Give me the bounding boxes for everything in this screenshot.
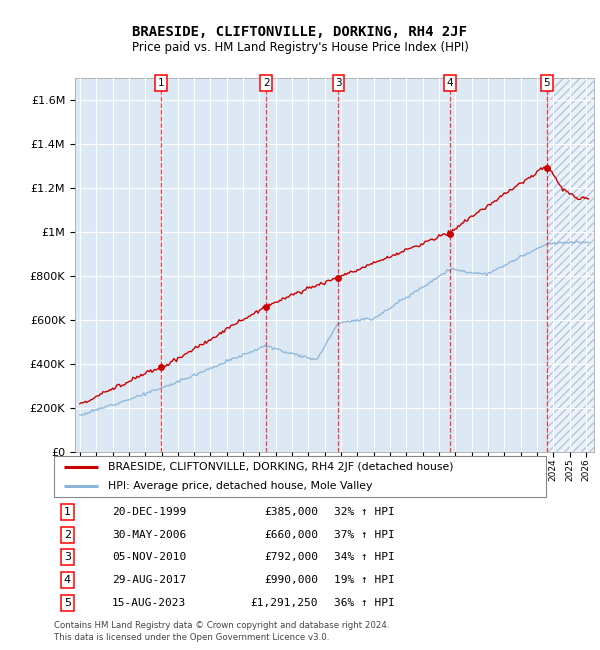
Text: 5: 5 bbox=[544, 78, 550, 88]
Text: 4: 4 bbox=[64, 575, 71, 585]
Text: 05-NOV-2010: 05-NOV-2010 bbox=[112, 552, 187, 562]
Text: Price paid vs. HM Land Registry's House Price Index (HPI): Price paid vs. HM Land Registry's House … bbox=[131, 41, 469, 54]
Text: BRAESIDE, CLIFTONVILLE, DORKING, RH4 2JF: BRAESIDE, CLIFTONVILLE, DORKING, RH4 2JF bbox=[133, 25, 467, 39]
Text: 1: 1 bbox=[158, 78, 164, 88]
Text: £1,291,250: £1,291,250 bbox=[251, 598, 318, 608]
Text: 1: 1 bbox=[64, 507, 71, 517]
Text: 3: 3 bbox=[335, 78, 342, 88]
Text: HPI: Average price, detached house, Mole Valley: HPI: Average price, detached house, Mole… bbox=[108, 481, 373, 491]
Text: £660,000: £660,000 bbox=[264, 530, 318, 540]
Text: 36% ↑ HPI: 36% ↑ HPI bbox=[334, 598, 395, 608]
Text: 5: 5 bbox=[64, 598, 71, 608]
Text: 20-DEC-1999: 20-DEC-1999 bbox=[112, 507, 187, 517]
Text: 30-MAY-2006: 30-MAY-2006 bbox=[112, 530, 187, 540]
Text: Contains HM Land Registry data © Crown copyright and database right 2024.
This d: Contains HM Land Registry data © Crown c… bbox=[54, 621, 389, 642]
Text: 34% ↑ HPI: 34% ↑ HPI bbox=[334, 552, 395, 562]
Text: 19% ↑ HPI: 19% ↑ HPI bbox=[334, 575, 395, 585]
Text: 32% ↑ HPI: 32% ↑ HPI bbox=[334, 507, 395, 517]
Text: 4: 4 bbox=[446, 78, 453, 88]
Bar bbox=[547, 78, 594, 452]
Text: 2: 2 bbox=[263, 78, 269, 88]
Text: 37% ↑ HPI: 37% ↑ HPI bbox=[334, 530, 395, 540]
Text: 29-AUG-2017: 29-AUG-2017 bbox=[112, 575, 187, 585]
Text: 2: 2 bbox=[64, 530, 71, 540]
Text: 3: 3 bbox=[64, 552, 71, 562]
Text: BRAESIDE, CLIFTONVILLE, DORKING, RH4 2JF (detached house): BRAESIDE, CLIFTONVILLE, DORKING, RH4 2JF… bbox=[108, 462, 454, 473]
Text: 15-AUG-2023: 15-AUG-2023 bbox=[112, 598, 187, 608]
Text: £990,000: £990,000 bbox=[264, 575, 318, 585]
Text: £385,000: £385,000 bbox=[264, 507, 318, 517]
Text: £792,000: £792,000 bbox=[264, 552, 318, 562]
FancyBboxPatch shape bbox=[54, 456, 546, 497]
Bar bbox=[547, 78, 594, 452]
